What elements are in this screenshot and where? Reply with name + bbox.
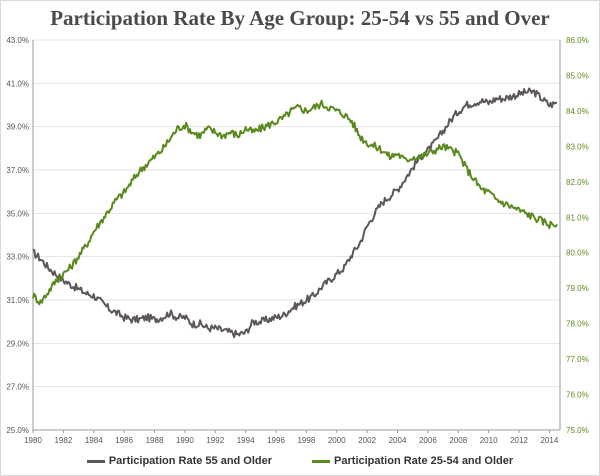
- x-tick-label: 1980: [24, 436, 42, 445]
- right-tick-label: 81.0%: [566, 213, 589, 222]
- legend-swatch-55-older: [86, 459, 105, 463]
- right-tick-label: 82.0%: [566, 178, 589, 187]
- x-tick-label: 1994: [237, 436, 255, 445]
- legend-item-55-older: Participation Rate 55 and Older: [86, 455, 273, 467]
- left-tick-label: 27.0%: [6, 383, 29, 392]
- legend-item-25-54: Participation Rate 25-54 and Older: [312, 455, 513, 467]
- right-tick-label: 86.0%: [566, 36, 589, 45]
- x-tick-label: 1984: [85, 436, 103, 445]
- x-tick-label: 1986: [115, 436, 133, 445]
- legend-swatch-25-54: [312, 459, 331, 463]
- x-tick-label: 2004: [389, 436, 407, 445]
- left-tick-label: 35.0%: [6, 209, 29, 218]
- x-tick-label: 2010: [480, 436, 498, 445]
- axis-layer: 25.0% 27.0% 29.0% 31.0% 33.0% 35.0% 37.0% 39.0%…: [6, 36, 588, 445]
- x-tick-label: 2002: [358, 436, 376, 445]
- series-line-25-54: [32, 99, 558, 306]
- x-tick-label: 1996: [267, 436, 285, 445]
- x-tick-label: 2000: [328, 436, 346, 445]
- left-tick-label: 39.0%: [6, 123, 29, 132]
- left-tick-label: 31.0%: [6, 296, 29, 305]
- right-tick-label: 80.0%: [566, 249, 589, 258]
- right-tick-label: 76.0%: [566, 391, 589, 400]
- right-tick-label: 85.0%: [566, 71, 589, 80]
- right-tick-label: 77.0%: [566, 355, 589, 364]
- grid-layer: [33, 39, 560, 431]
- left-tick-label: 43.0%: [6, 36, 29, 45]
- right-tick-label: 84.0%: [566, 107, 589, 116]
- x-tick-label: 1998: [297, 436, 315, 445]
- left-tick-label: 25.0%: [6, 426, 29, 435]
- left-tick-label: 41.0%: [6, 79, 29, 88]
- x-tick-label: 1990: [176, 436, 194, 445]
- legend: Participation Rate 55 and Older Particip…: [0, 455, 600, 467]
- right-tick-label: 83.0%: [566, 142, 589, 151]
- x-tick-label: 1982: [54, 436, 72, 445]
- x-tick-label: 2006: [419, 436, 437, 445]
- right-tick-label: 79.0%: [566, 284, 589, 293]
- x-tick-label: 2014: [540, 436, 558, 445]
- left-tick-label: 33.0%: [6, 253, 29, 262]
- series-layer: [32, 87, 558, 339]
- right-tick-label: 75.0%: [566, 426, 589, 435]
- chart-title: Participation Rate By Age Group: 25-54 v…: [50, 6, 550, 30]
- left-tick-label: 29.0%: [6, 339, 29, 348]
- legend-label-25-54: Participation Rate 25-54 and Older: [334, 455, 514, 467]
- x-tick-label: 2012: [510, 436, 528, 445]
- x-tick-label: 2008: [449, 436, 467, 445]
- left-tick-label: 37.0%: [6, 166, 29, 175]
- right-tick-label: 78.0%: [566, 320, 589, 329]
- x-tick-label: 1992: [206, 436, 224, 445]
- legend-label-55-older: Participation Rate 55 and Older: [108, 455, 273, 467]
- x-tick-label: 1988: [146, 436, 164, 445]
- series-line-55-older: [32, 87, 558, 339]
